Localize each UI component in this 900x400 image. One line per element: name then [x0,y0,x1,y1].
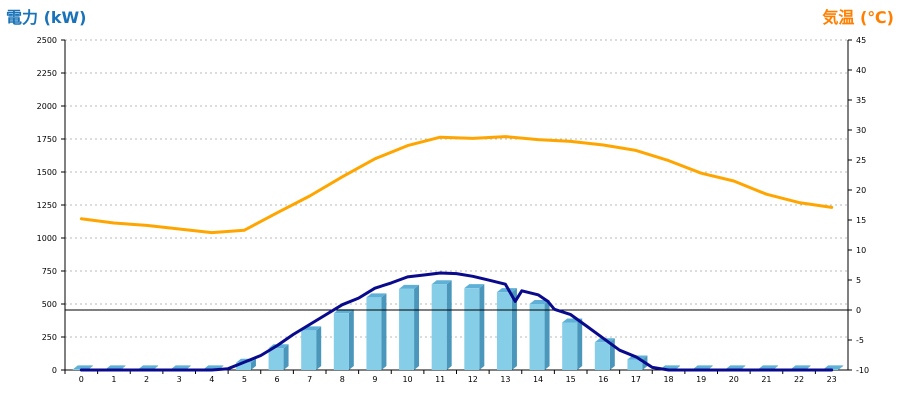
bar-7 [301,326,322,370]
right-tick-label: 45 [856,36,866,45]
x-tick-label: 6 [275,375,280,384]
right-tick-label: 20 [856,186,866,195]
bar-14 [529,300,550,370]
right-tick-label: 10 [856,246,866,255]
left-tick-label: 1250 [37,201,57,210]
x-tick-label: 19 [696,375,706,384]
bar-9 [366,293,387,370]
x-tick-label: 5 [242,375,247,384]
left-tick-label: 250 [42,333,57,342]
right-tick-label: 15 [856,216,866,225]
x-tick-label: 10 [402,375,412,384]
x-tick-label: 22 [794,375,804,384]
left-tick-label: 1000 [37,234,57,243]
bar-15 [562,318,583,370]
right-tick-label: 40 [856,66,866,75]
left-tick-label: 1750 [37,135,57,144]
left-axis-title: 電力 (kW) [6,8,87,27]
left-tick-label: 2000 [37,102,57,111]
x-tick-label: 18 [663,375,673,384]
bar-13 [496,288,517,370]
bar-10 [399,284,420,370]
left-tick-label: 2500 [37,36,57,45]
left-tick-label: 750 [42,267,57,276]
x-tick-label: 12 [468,375,478,384]
right-tick-label: -10 [856,366,869,375]
x-tick-label: 4 [209,375,214,384]
x-tick-label: 3 [177,375,182,384]
x-tick-label: 0 [79,375,84,384]
x-tick-label: 1 [111,375,116,384]
left-tick-label: 1500 [37,168,57,177]
left-tick-label: 500 [42,300,57,309]
bar-12 [464,284,485,370]
x-tick-label: 7 [307,375,312,384]
x-tick-label: 16 [598,375,608,384]
left-tick-label: 2250 [37,69,57,78]
right-tick-label: -5 [856,336,864,345]
x-tick-label: 21 [761,375,771,384]
temperature-line [79,135,834,235]
right-tick-label: 5 [856,276,861,285]
bar-6 [268,344,289,370]
x-tick-label: 13 [500,375,510,384]
x-tick-label: 2 [144,375,149,384]
x-tick-label: 14 [533,375,543,384]
right-axis-title: 気温 (℃) [822,8,894,27]
x-tick-label: 17 [631,375,641,384]
x-tick-label: 15 [566,375,576,384]
right-tick-label: 25 [856,156,866,165]
bar-11 [431,280,452,370]
power-line [79,271,834,372]
right-tick-label: 30 [856,126,866,135]
right-tick-label: 0 [856,306,861,315]
x-tick-label: 20 [729,375,739,384]
x-tick-label: 8 [340,375,345,384]
x-tick-label: 11 [435,375,445,384]
right-tick-label: 35 [856,96,866,105]
x-tick-label: 23 [827,375,837,384]
x-tick-label: 9 [372,375,377,384]
left-tick-label: 0 [52,366,57,375]
bar-8 [333,309,354,370]
